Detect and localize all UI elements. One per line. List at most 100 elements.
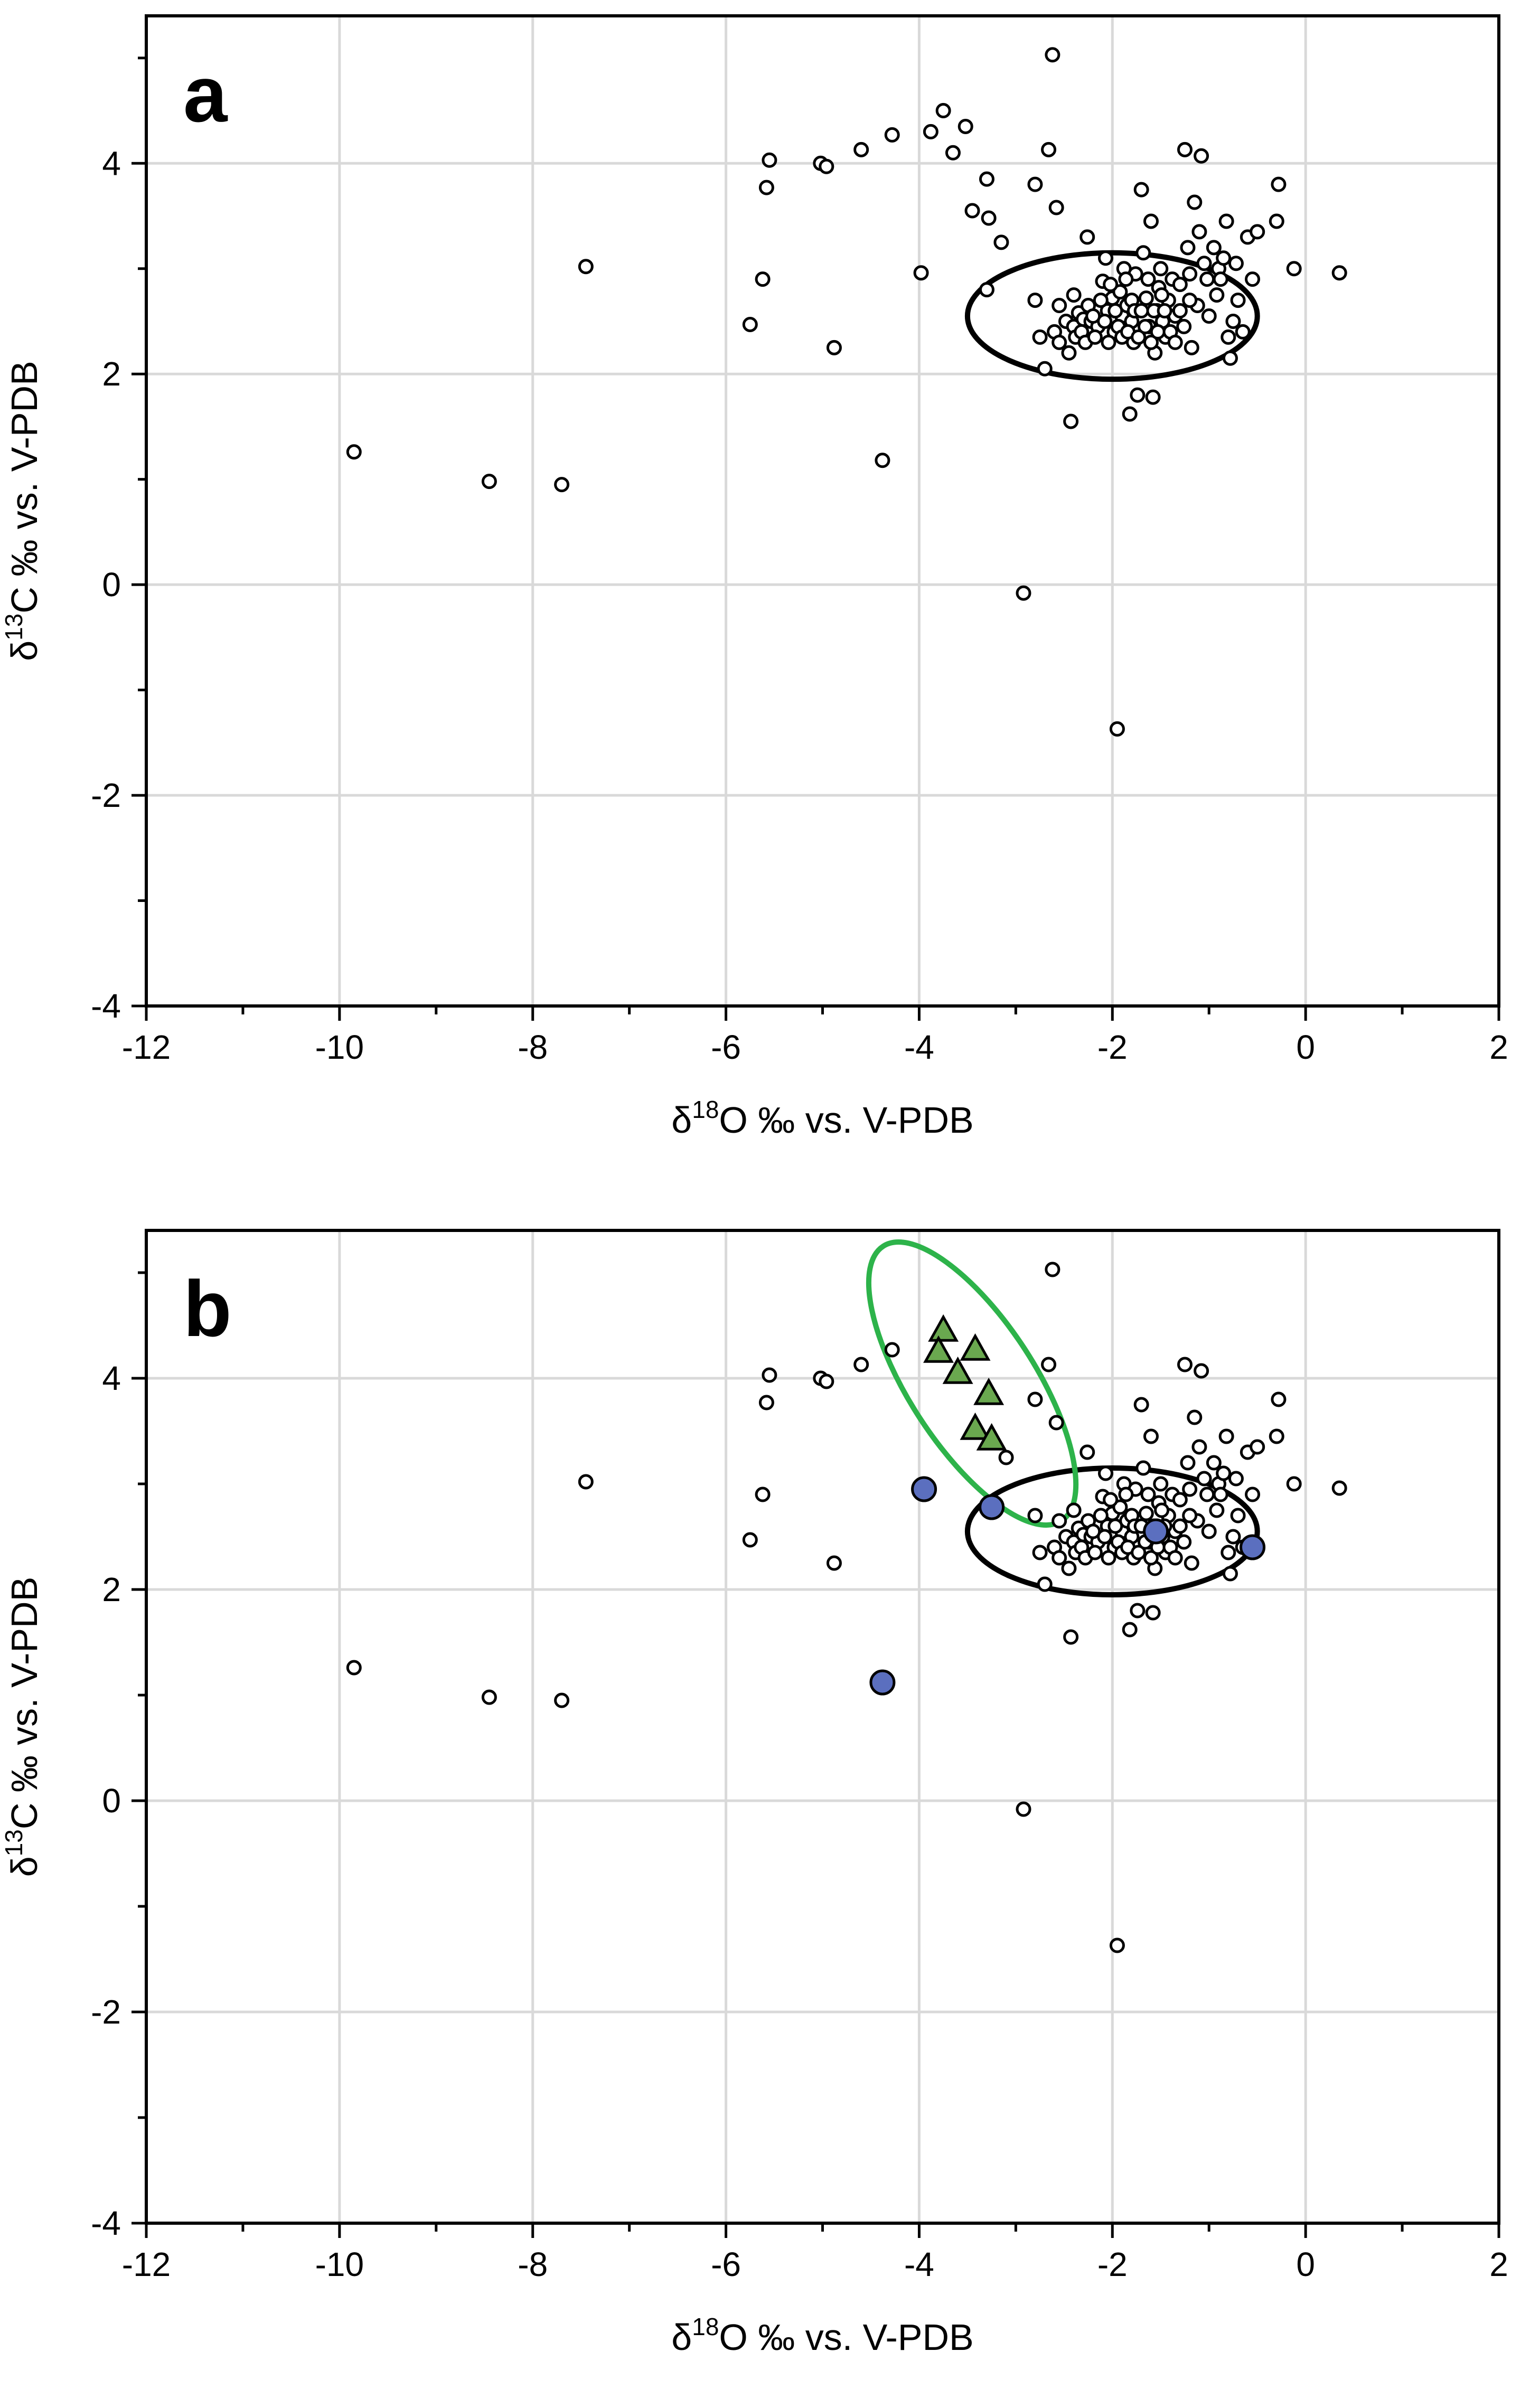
x-tick-label: -6	[711, 1028, 741, 1066]
data-point	[1157, 303, 1172, 319]
data-point	[1080, 229, 1095, 245]
data-point-blue	[869, 1669, 896, 1696]
data-point	[1052, 298, 1067, 314]
data-point	[853, 1357, 869, 1372]
x-tick-label: -4	[904, 2245, 934, 2283]
data-point	[1154, 287, 1170, 303]
data-point	[1221, 1545, 1236, 1560]
x-tick-label: -6	[711, 2245, 741, 2283]
data-point-triangle	[960, 1333, 991, 1361]
data-point-blue	[1240, 1534, 1266, 1560]
data-point	[998, 1450, 1014, 1465]
data-point	[1218, 213, 1234, 229]
y-axis-label: δ13C ‰ vs. V-PDB	[0, 1577, 45, 1877]
x-tick-label: -8	[518, 1028, 548, 1066]
data-point	[1331, 1480, 1347, 1496]
data-point	[945, 145, 961, 161]
data-point	[1052, 1550, 1067, 1566]
data-point	[993, 234, 1009, 250]
data-point	[1140, 271, 1156, 287]
x-axis-label: δ18O ‰ vs. V-PDB	[671, 1096, 973, 1141]
data-point	[755, 271, 771, 287]
x-tick-label: -12	[122, 1028, 171, 1066]
data-point	[1112, 284, 1128, 300]
data-point	[1087, 329, 1103, 345]
data-point	[1097, 1465, 1113, 1481]
data-point	[1052, 334, 1067, 350]
data-point	[979, 171, 994, 187]
data-point	[1176, 318, 1192, 334]
data-point	[913, 265, 929, 281]
data-point	[1182, 293, 1198, 308]
data-point	[1066, 1502, 1082, 1518]
data-point	[1250, 1439, 1265, 1455]
data-point	[819, 158, 834, 174]
data-point	[742, 1532, 758, 1548]
data-point	[346, 444, 362, 460]
data-point	[1118, 1487, 1134, 1502]
data-point	[1177, 1357, 1193, 1372]
data-point	[1187, 194, 1203, 210]
data-point	[1109, 1937, 1125, 1953]
data-point	[1154, 1502, 1170, 1518]
data-point	[1027, 176, 1043, 192]
data-point	[1063, 1629, 1079, 1645]
data-point	[1138, 1506, 1154, 1521]
data-point	[1206, 240, 1222, 256]
x-tick-label: 2	[1489, 1028, 1508, 1066]
data-point	[1045, 47, 1060, 63]
data-point	[1172, 1492, 1188, 1508]
data-point	[935, 103, 951, 119]
data-point	[1167, 334, 1183, 350]
data-point-blue	[911, 1476, 937, 1502]
x-tick-label: -2	[1097, 2245, 1128, 2283]
data-point-triangle	[923, 1335, 954, 1363]
data-point	[1153, 261, 1169, 277]
data-point	[1052, 1513, 1067, 1529]
data-point	[1271, 176, 1287, 192]
data-point	[1206, 1455, 1222, 1471]
panel-label: a	[183, 50, 228, 138]
data-point	[1182, 1508, 1198, 1523]
data-point	[1176, 1534, 1192, 1550]
data-point	[1041, 1357, 1057, 1372]
data-point	[1138, 290, 1154, 306]
data-point	[1093, 1508, 1109, 1523]
data-point	[1101, 334, 1116, 350]
data-point	[1032, 1545, 1048, 1560]
data-point	[762, 152, 777, 168]
data-point	[1063, 413, 1079, 429]
data-point	[1080, 1444, 1095, 1460]
data-point	[1216, 250, 1232, 266]
plot-area	[346, 1239, 1347, 1953]
data-point	[1196, 1471, 1212, 1487]
data-point	[1103, 1492, 1119, 1508]
panel-b: -12 -10 -8 -6 -4 -2 0 2 -4 -2 0 2 4 δ18O ‰ vs. V-PDB δ…	[0, 1229, 1508, 2358]
data-point	[1107, 303, 1123, 319]
panel-a: -12 -10 -8 -6 -4 -2 0 2 -4 -2 0 2 4 δ18O ‰ vs. V-PDB δ…	[0, 14, 1508, 1141]
data-point	[884, 127, 900, 143]
data-point	[755, 1487, 771, 1502]
data-point	[758, 1395, 774, 1410]
x-tick-label: -4	[904, 1028, 934, 1066]
data-point	[1222, 1566, 1238, 1582]
data-point	[1048, 1415, 1064, 1431]
data-point	[1133, 1397, 1149, 1413]
data-point	[1228, 1471, 1244, 1487]
data-point	[1225, 313, 1241, 329]
data-point	[481, 474, 497, 490]
data-point	[1145, 1605, 1161, 1621]
data-point	[884, 1342, 900, 1358]
data-point-triangle	[942, 1356, 973, 1384]
data-point	[1230, 1508, 1246, 1523]
data-point	[1103, 277, 1119, 293]
main-cluster-ellipse	[964, 1465, 1260, 1597]
data-point	[1130, 1603, 1146, 1619]
y-tick-label: -4	[91, 987, 121, 1025]
y-axis-label: δ13C ‰ vs. V-PDB	[0, 361, 45, 661]
x-tick-label: 0	[1296, 1028, 1315, 1066]
x-tick-label: -2	[1097, 1028, 1128, 1066]
data-point	[1041, 142, 1057, 157]
data-point	[1194, 1363, 1209, 1379]
data-point	[1271, 1391, 1287, 1407]
